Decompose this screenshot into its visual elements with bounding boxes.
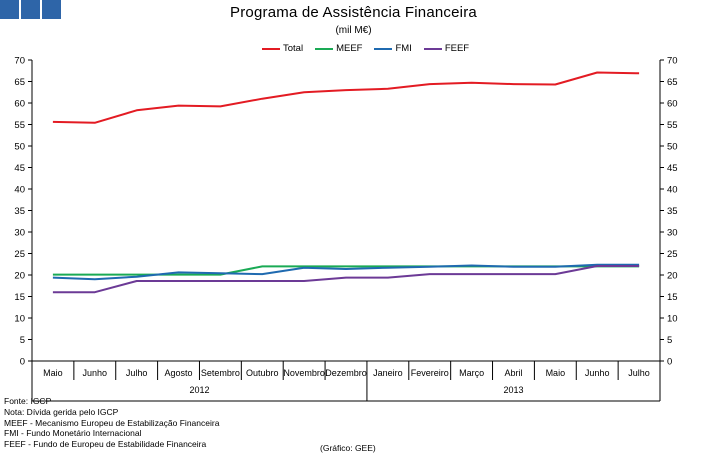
x-tick-label: Setembro (201, 368, 240, 378)
year-label: 2013 (503, 385, 523, 395)
y-tick-label-left: 15 (14, 292, 25, 303)
legend-label: FMI (395, 43, 412, 54)
y-tick-label-right: 15 (667, 292, 678, 303)
y-tick-label-right: 0 (667, 357, 672, 368)
note-source: Fonte: IGCP (4, 396, 52, 406)
year-label: 2012 (189, 385, 209, 395)
y-tick-label-right: 10 (667, 314, 678, 325)
legend-label: MEEF (336, 43, 363, 54)
y-tick-label-left: 45 (14, 163, 25, 174)
y-tick-label-left: 35 (14, 206, 25, 217)
y-tick-label-right: 50 (667, 142, 678, 153)
y-tick-label-right: 70 (667, 56, 678, 67)
legend-swatch (262, 47, 280, 50)
chart-title: Programa de Assistência Financeira (230, 4, 477, 21)
legend-swatch (315, 47, 334, 50)
x-tick-label: Dezembro (325, 368, 367, 378)
y-tick-label-right: 5 (667, 335, 672, 346)
note-fmi: FMI - Fundo Monetário Internacional (4, 428, 142, 439)
y-tick-label-right: 30 (667, 228, 678, 239)
header-square-2 (21, 0, 40, 19)
x-tick-label: Junho (83, 368, 108, 378)
x-tick-label: Março (459, 368, 484, 378)
y-tick-label-left: 55 (14, 120, 25, 131)
y-tick-label-right: 20 (667, 271, 678, 282)
y-tick-label-left: 10 (14, 314, 25, 325)
y-tick-label-right: 35 (667, 206, 678, 217)
legend-swatch (374, 47, 393, 50)
y-tick-label-left: 20 (14, 271, 25, 282)
legend-item-meef: MEEF (315, 43, 362, 54)
legend-label: Total (283, 43, 304, 54)
note-feef: FEEF - Fundo de Europeu de Estabilidade … (4, 439, 207, 450)
y-tick-label-right: 60 (667, 99, 678, 110)
y-tick-label-left: 30 (14, 228, 25, 239)
legend-label: FEEF (444, 43, 470, 54)
x-tick-label: Julho (126, 368, 148, 378)
x-tick-label: Maio (43, 368, 63, 378)
y-tick-label-right: 55 (667, 120, 678, 131)
y-tick-label-left: 65 (14, 77, 25, 88)
x-tick-label: Outubro (246, 368, 279, 378)
x-tick-label: Abril (504, 368, 522, 378)
series-line-feef (52, 265, 640, 294)
y-tick-label-right: 25 (667, 249, 678, 260)
y-tick-label-left: 5 (20, 335, 25, 346)
y-tick-label-left: 25 (14, 249, 25, 260)
y-tick-label-right: 45 (667, 163, 678, 174)
y-tick-label-right: 40 (667, 185, 678, 196)
y-tick-label-left: 70 (14, 56, 25, 67)
x-tick-label: Novembro (283, 368, 325, 378)
chart-credit: (Gráfico: GEE) (320, 443, 376, 453)
legend-item-feef: FEEF (423, 43, 470, 54)
notes: Fonte: IGCP Nota: Dívida gerida pelo IGC… (4, 396, 219, 450)
x-tick-label: Julho (628, 368, 650, 378)
y-tick-label-left: 0 (20, 357, 25, 368)
y-tick-label-right: 65 (667, 77, 678, 88)
header-square-1 (0, 0, 19, 19)
x-tick-label: Janeiro (373, 368, 403, 378)
header-square-3 (42, 0, 61, 19)
chart-subtitle: (mil M€) (335, 25, 372, 36)
x-tick-label: Agosto (165, 368, 193, 378)
legend: Total MEEF FMI FEEF (262, 43, 481, 54)
y-tick-label-left: 50 (14, 142, 25, 153)
y-tick-label-left: 60 (14, 99, 25, 110)
note-debt: Nota: Dívida gerida pelo IGCP (4, 406, 119, 417)
series-line-fmi (52, 263, 640, 281)
legend-item-fmi: FMI (374, 43, 412, 54)
series-line-total (52, 71, 640, 124)
legend-item-total: Total (262, 43, 303, 54)
y-tick-label-left: 40 (14, 185, 25, 196)
x-tick-label: Junho (585, 368, 610, 378)
note-meef: MEEF - Mecanismo Europeu de Estabilizaçã… (4, 417, 220, 428)
x-tick-label: Maio (546, 368, 566, 378)
x-tick-label: Fevereiro (411, 368, 449, 378)
legend-swatch (423, 47, 442, 50)
